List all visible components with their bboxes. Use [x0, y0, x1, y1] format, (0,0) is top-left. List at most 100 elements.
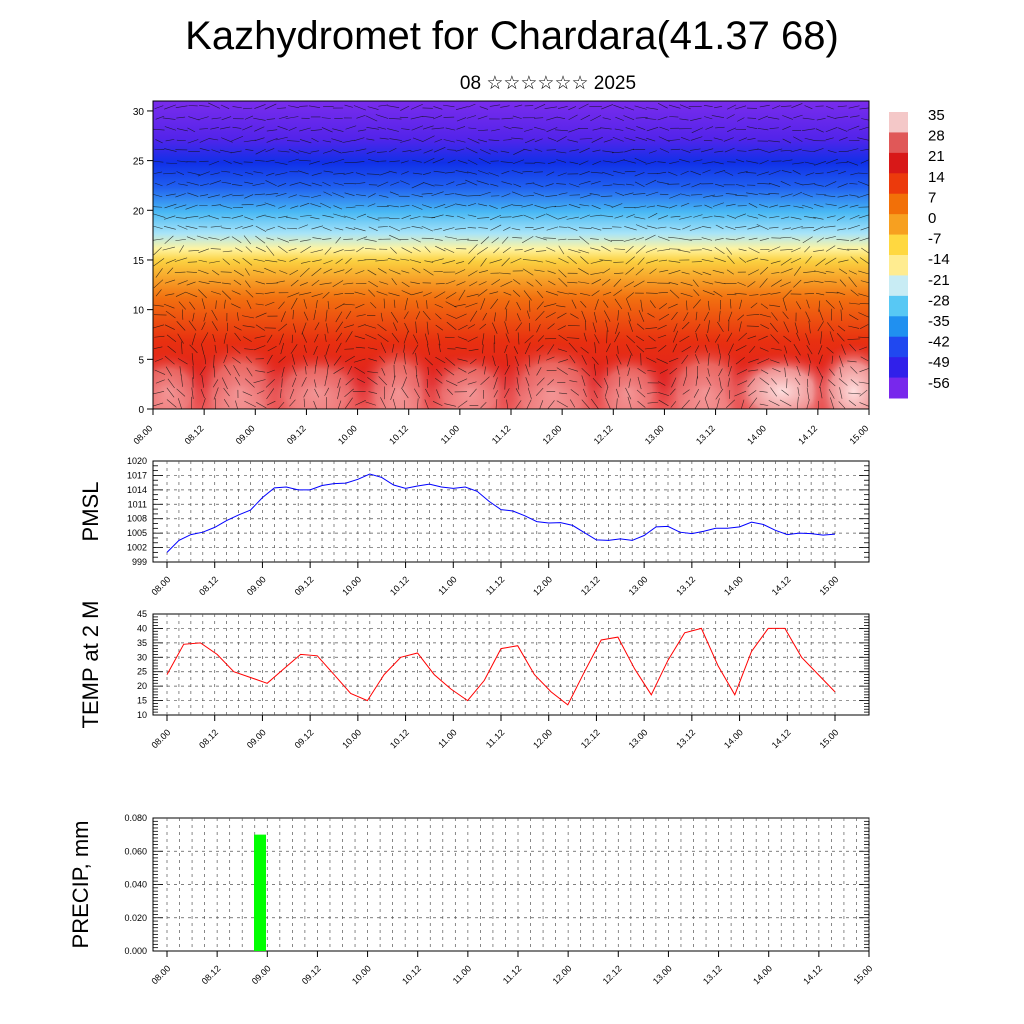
wind-vector — [493, 390, 498, 398]
wind-vector — [433, 227, 442, 231]
wind-vector — [403, 352, 406, 365]
wind-vector — [401, 128, 410, 130]
wind-vector — [837, 195, 849, 198]
wind-vector — [177, 398, 182, 409]
wind-vector — [849, 214, 860, 220]
wind-vector — [645, 191, 659, 197]
wind-vector — [613, 159, 625, 164]
wind-vector — [590, 272, 603, 275]
wind-vector — [826, 158, 838, 164]
wind-vector — [748, 369, 759, 372]
x-tick-label: 10.00 — [336, 423, 359, 446]
wind-vector — [213, 354, 215, 368]
wind-vector — [467, 270, 478, 277]
wind-vector — [163, 226, 176, 230]
wind-vector — [579, 171, 590, 176]
wind-vector — [714, 281, 726, 285]
wind-vector — [568, 342, 578, 353]
wind-vector — [310, 150, 320, 153]
y-tick-label: 0 — [138, 405, 144, 416]
wind-vector — [850, 256, 859, 264]
wind-vector — [582, 388, 587, 397]
x-tick-label: 15.00 — [851, 963, 874, 986]
wind-vector — [848, 105, 860, 109]
wind-vector — [546, 127, 558, 133]
wind-vector — [221, 377, 228, 390]
wind-vector — [669, 388, 676, 395]
x-tick-label: 09.12 — [285, 423, 308, 446]
wind-vector — [537, 335, 545, 342]
wind-vector — [557, 216, 568, 220]
wind-vector — [355, 172, 366, 176]
wind-vector — [546, 247, 556, 252]
wind-vector — [278, 245, 288, 254]
x-tick-label: 12.00 — [541, 423, 564, 446]
wind-vector — [849, 343, 857, 352]
wind-vector — [659, 148, 670, 153]
wind-vector — [831, 355, 834, 364]
wind-vector — [613, 278, 622, 287]
wind-vector — [768, 226, 779, 229]
wind-vector — [256, 204, 266, 207]
wind-vector — [242, 325, 255, 328]
colorbar-segment — [889, 336, 908, 358]
wind-vector — [436, 389, 441, 399]
wind-vector — [491, 128, 500, 132]
wind-vector — [354, 335, 366, 340]
wind-vector — [636, 389, 646, 398]
wind-vector — [175, 238, 186, 242]
wind-vector — [600, 195, 613, 197]
x-tick-label: 13.00 — [643, 423, 666, 446]
wind-vector — [243, 336, 252, 342]
wind-vector — [683, 312, 689, 322]
wind-vector — [625, 267, 635, 275]
wind-vector — [713, 161, 724, 165]
wind-vector — [224, 364, 231, 376]
wind-vector — [726, 247, 733, 255]
wind-vector — [279, 333, 284, 345]
wind-vector — [210, 127, 219, 130]
wind-vector — [558, 277, 568, 287]
wind-vector — [153, 391, 165, 395]
wind-vector — [231, 215, 244, 219]
wind-vector — [637, 367, 646, 374]
wind-vector — [826, 215, 836, 218]
wind-vector — [422, 172, 431, 175]
wind-vector — [366, 138, 375, 141]
wind-vector — [501, 257, 510, 267]
wind-vector — [735, 357, 745, 365]
wind-vector — [579, 138, 593, 140]
wind-vector — [324, 355, 330, 367]
wind-vector — [415, 352, 418, 366]
wind-vector — [568, 106, 577, 111]
wind-vector — [694, 345, 700, 353]
wind-vector — [857, 137, 869, 141]
x-tick-label: 11.12 — [484, 574, 507, 597]
wind-vector — [365, 115, 378, 122]
wind-vector — [387, 105, 400, 108]
wind-vector — [255, 280, 266, 285]
y-tick-label: 0.000 — [124, 946, 147, 956]
wind-vector — [558, 359, 569, 363]
wind-vector — [322, 181, 331, 187]
wind-vector — [468, 348, 479, 352]
wind-vector — [211, 309, 218, 321]
wind-vector — [288, 105, 300, 109]
wind-vector — [480, 401, 487, 409]
wind-vector — [769, 127, 779, 130]
wind-vector — [303, 398, 306, 408]
wind-vector — [537, 354, 541, 364]
wind-vector — [569, 183, 580, 188]
wind-vector — [658, 399, 669, 407]
wind-vector — [719, 377, 722, 389]
wind-vector — [277, 225, 286, 230]
wind-vector — [835, 116, 849, 119]
wind-vector — [836, 238, 850, 241]
wind-vector — [701, 237, 713, 241]
wind-vector — [668, 281, 679, 285]
pmsl-series-line — [166, 473, 836, 553]
wind-vector — [201, 332, 209, 344]
wind-vector — [231, 236, 242, 243]
wind-vector — [480, 257, 487, 267]
wind-vector — [636, 126, 646, 130]
